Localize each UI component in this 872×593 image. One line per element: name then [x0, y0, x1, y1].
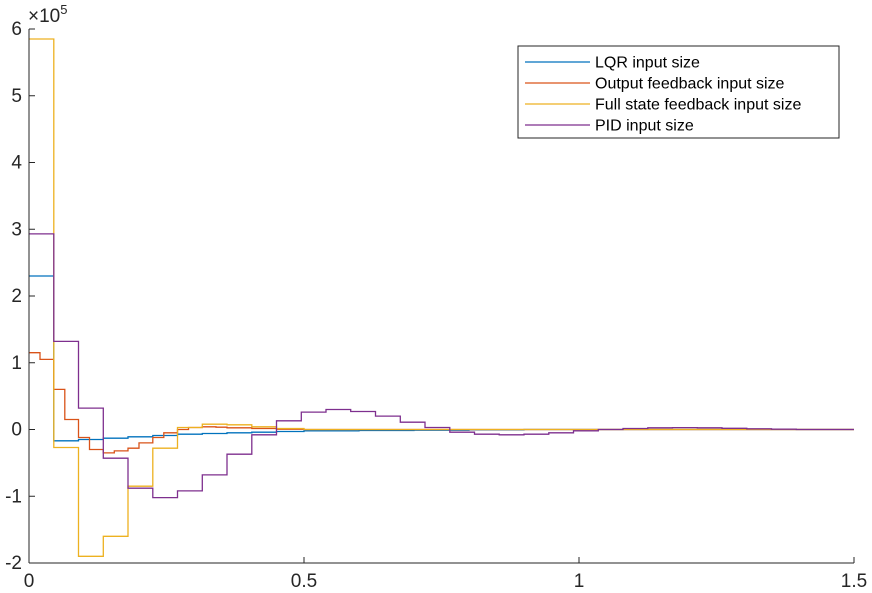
y-tick-label: 3: [11, 219, 22, 240]
legend-label: PID input size: [595, 118, 694, 135]
y-tick-label: 2: [11, 286, 22, 307]
legend-label: LQR input size: [595, 55, 700, 72]
y-tick-label: 6: [11, 19, 22, 40]
y-tick-label: 0: [11, 420, 22, 441]
legend-box: [517, 45, 840, 139]
legend: LQR input size Output feedback input size…: [517, 45, 840, 139]
series-layer: [29, 38, 854, 557]
y-tick-label: 5: [11, 86, 22, 107]
legend-label: Full state feedback input size: [595, 97, 801, 114]
series-line-4: [29, 233, 854, 499]
y-exponent-label: ×105: [28, 2, 67, 27]
y-tick-label: 4: [11, 153, 22, 174]
series-line-3: [29, 38, 854, 557]
y-tick-label: -1: [5, 486, 22, 507]
legend-items: LQR input size Output feedback input size…: [525, 55, 801, 135]
y-tick-label: -2: [5, 553, 22, 574]
y-ticks: -2 -1 0 1 2 3 4 5 6: [5, 19, 35, 574]
x-ticks: 0 0.5 1 1.5: [24, 557, 867, 592]
x-tick-label: 1.5: [841, 571, 867, 592]
y-exponent-power: 5: [60, 2, 67, 17]
x-tick-label: 0.5: [291, 571, 317, 592]
legend-label: Output feedback input size: [595, 76, 785, 93]
x-tick-label: 1: [574, 571, 585, 592]
x-tick-label: 0: [24, 571, 35, 592]
y-tick-label: 1: [11, 353, 22, 374]
